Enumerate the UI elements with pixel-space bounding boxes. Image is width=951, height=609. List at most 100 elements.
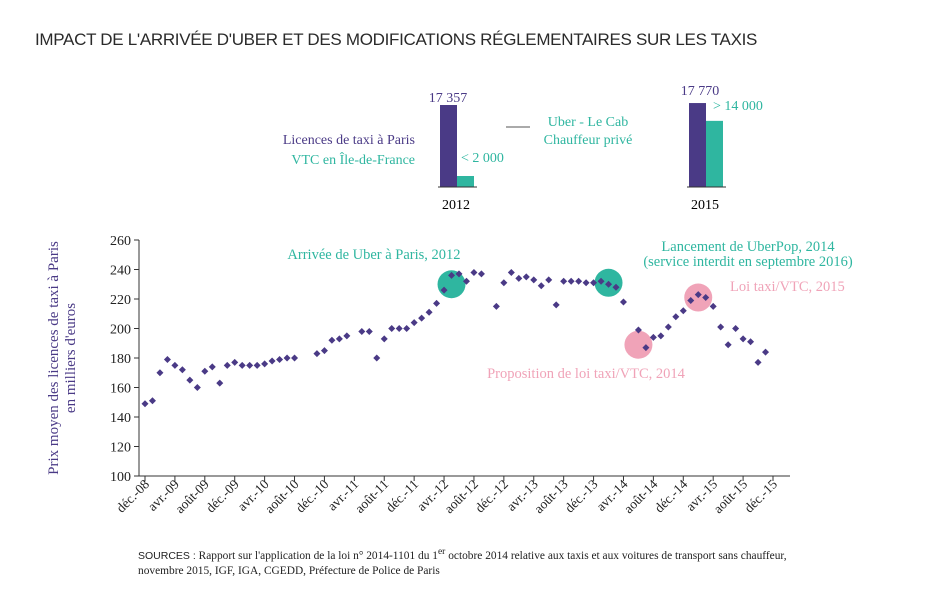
event-label-law: Loi taxi/VTC, 2015 (730, 279, 845, 295)
data-point (657, 332, 665, 340)
bar-2012-taxi (440, 105, 457, 187)
data-point (163, 355, 171, 363)
x-tick-label: août-13 (531, 476, 571, 516)
event-labels: Arrivée de Uber à Paris, 2012 Lancement d… (287, 239, 852, 382)
y-tick-label: 200 (110, 323, 131, 338)
data-point (477, 270, 485, 278)
data-point (291, 354, 299, 362)
chart-title: IMPACT DE L'ARRIVÉE D'UBER ET DES MODIFI… (35, 30, 758, 49)
data-point (425, 308, 433, 316)
bar-2012-taxi-label: 17 357 (429, 91, 468, 106)
y-tick-label: 180 (110, 352, 131, 367)
bar-2012-vtc (457, 176, 474, 187)
legend-vtc-label: VTC en Île-de-France (291, 151, 415, 168)
legend-taxi-label: Licences de taxi à Paris (283, 133, 415, 148)
x-tick-label: déc.-15 (741, 476, 780, 515)
data-point (702, 294, 710, 302)
data-point (679, 307, 687, 315)
sources-sup: er (437, 547, 446, 557)
data-point (193, 384, 201, 391)
data-point (171, 361, 179, 369)
data-point (328, 336, 336, 344)
data-point (545, 276, 553, 284)
event-label-law: Proposition de loi taxi/VTC, 2014 (487, 366, 686, 382)
data-point (395, 325, 403, 332)
event-marker-law (624, 330, 653, 359)
data-point (470, 268, 478, 276)
data-point (448, 271, 456, 279)
bar-2015-taxi-label: 17 770 (681, 84, 720, 99)
x-tick-label: déc.-09 (203, 476, 242, 515)
sources-text-1: Rapport sur l'application de la loi n° 2… (195, 549, 438, 562)
data-point (410, 319, 418, 327)
data-point (709, 302, 717, 310)
sources-label: SOURCES : (138, 549, 196, 562)
data-point (320, 347, 328, 355)
data-point (335, 335, 343, 343)
data-point (246, 361, 254, 369)
data-point (238, 361, 246, 369)
data-point (455, 270, 463, 278)
y-tick-label: 240 (110, 264, 131, 279)
data-point (462, 277, 470, 285)
data-point (739, 335, 747, 343)
y-tick-label: 100 (110, 470, 131, 485)
y-tick-label: 120 (110, 441, 131, 456)
x-tick-label: déc.-13 (562, 476, 601, 515)
y-tick-label: 220 (110, 293, 131, 308)
data-point (313, 350, 321, 358)
data-point (380, 335, 388, 343)
data-point (373, 354, 381, 362)
data-point (575, 277, 583, 285)
data-point (762, 348, 770, 356)
data-point (552, 301, 560, 309)
data-point (732, 325, 740, 332)
data-point (208, 363, 216, 371)
bar-2015-year-label: 2015 (691, 198, 719, 213)
event-markers (437, 268, 713, 359)
x-tick-label: août-09 (172, 476, 212, 516)
y-tick-label: 160 (110, 382, 131, 397)
data-point (178, 366, 186, 374)
data-point (582, 279, 590, 287)
data-point (358, 327, 366, 335)
x-tick-label: août-10 (262, 476, 302, 516)
data-point (619, 298, 627, 306)
data-point (754, 358, 762, 366)
bar-2015-vtc (706, 120, 723, 187)
x-tick-label: août-12 (441, 477, 481, 517)
data-point (724, 341, 732, 349)
data-point (261, 360, 269, 368)
data-point (433, 299, 441, 307)
bar-2012-vtc-label: < 2 000 (461, 151, 504, 166)
x-tick-label: août-15 (710, 476, 750, 516)
data-point (201, 367, 209, 375)
legend-uber-line1: Uber - Le Cab (548, 115, 628, 130)
data-point (492, 302, 500, 310)
x-tick-label: déc.-10 (293, 476, 332, 515)
data-point (186, 376, 194, 384)
data-point (567, 277, 575, 285)
y-tick-label: 260 (110, 234, 131, 249)
y-axis-title-line2: en milliers d'euros (63, 303, 79, 413)
y-tick-label: 140 (110, 411, 131, 426)
data-point (343, 332, 351, 340)
data-point (612, 283, 620, 291)
data-point (156, 369, 164, 377)
x-tick-label: déc.-12 (472, 477, 511, 516)
data-point (403, 325, 411, 332)
data-point (747, 338, 755, 346)
data-point (634, 326, 642, 334)
bar-2015-taxi (689, 103, 706, 187)
data-point (141, 400, 149, 408)
event-label-uber: Lancement de UberPop, 2014 (661, 239, 835, 255)
x-tick-label: août-11 (352, 477, 391, 516)
data-points (141, 268, 770, 408)
data-point (231, 358, 239, 366)
data-point (537, 282, 545, 290)
data-point (717, 323, 725, 331)
data-point (642, 344, 650, 352)
event-label-uber: (service interdit en septembre 2016) (643, 254, 853, 270)
data-point (223, 361, 231, 369)
